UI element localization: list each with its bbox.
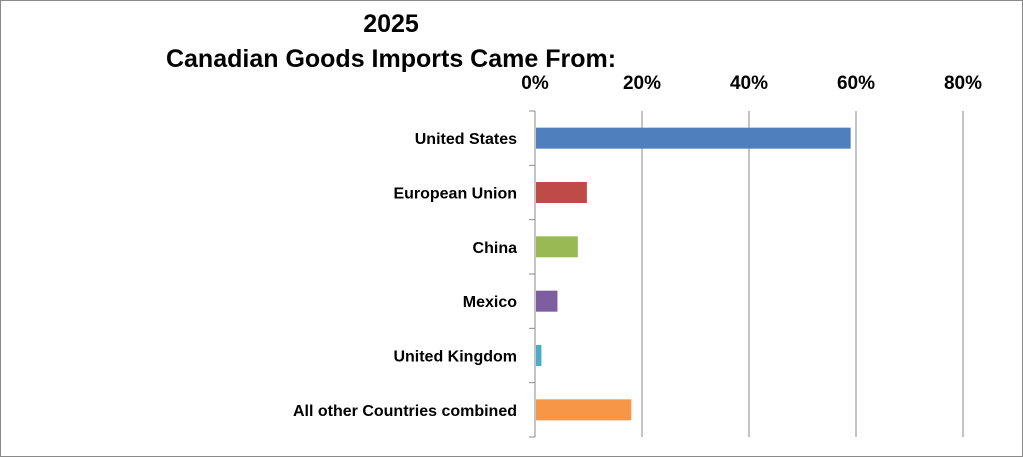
category-label: United Kingdom [393, 349, 517, 366]
x-tick-label: 0% [521, 73, 549, 94]
category-label: United States [415, 131, 517, 148]
x-tick-label: 40% [730, 73, 768, 94]
x-tick-label: 60% [837, 73, 875, 94]
chart-title-text: Canadian Goods Imports Came From: [165, 45, 617, 73]
bar [536, 290, 558, 312]
x-tick-label: 20% [623, 73, 661, 94]
bar [536, 236, 578, 258]
chart-title-year: 2025 [363, 10, 419, 38]
x-tick-label: 80% [944, 73, 982, 94]
bar [536, 399, 632, 421]
category-label: All other Countries combined [293, 403, 517, 420]
category-label: European Union [393, 186, 517, 203]
category-label: China [473, 240, 518, 257]
bar [536, 182, 587, 203]
bar [536, 127, 851, 149]
category-label: Mexico [463, 294, 517, 311]
chart-title: 2025 Canadian Goods Imports Came From: [91, 7, 691, 77]
bar [536, 345, 542, 366]
